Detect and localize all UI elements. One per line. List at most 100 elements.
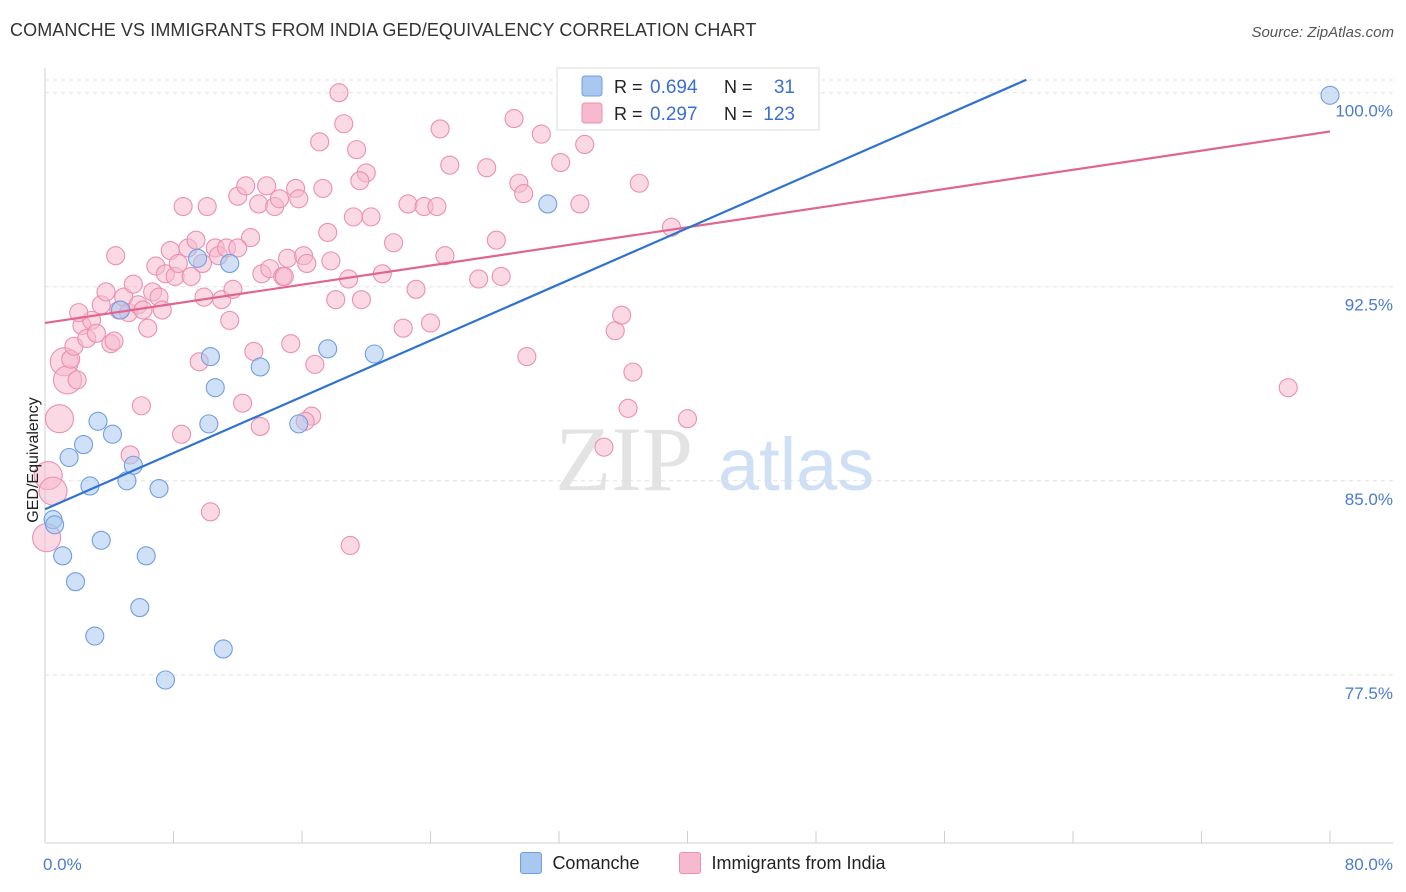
point-india (514, 184, 534, 204)
point-comanche (289, 414, 309, 434)
point-india (504, 109, 524, 129)
point-comanche (200, 347, 220, 367)
point-india (305, 354, 325, 374)
point-india (321, 251, 341, 271)
legend-n-label-india: N = (724, 104, 753, 124)
point-india (173, 196, 193, 217)
point-india (249, 194, 269, 214)
point-india (197, 196, 217, 217)
points-layer (32, 83, 1340, 690)
trendline-comanche (44, 78, 1027, 511)
point-comanche (88, 411, 108, 431)
point-india (623, 362, 643, 382)
point-india (440, 155, 460, 175)
point-india (575, 134, 595, 154)
point-india (329, 83, 349, 103)
point-india (594, 437, 614, 457)
axis-layer: 77.5% 85.0% 92.5% 100.0% (44, 68, 1393, 844)
x-tick-label-max: 80.0% (1345, 855, 1393, 874)
point-india (570, 194, 590, 214)
series-legend-label-comanche: Comanche (552, 852, 640, 873)
point-india (297, 253, 317, 274)
legend-r-label-comanche: R = (614, 77, 643, 97)
point-india (281, 334, 301, 354)
point-comanche (155, 670, 176, 690)
point-india (340, 535, 360, 556)
point-india (186, 230, 206, 250)
point-india (168, 253, 188, 274)
point-india (347, 140, 367, 160)
point-india (677, 409, 698, 429)
point-india (250, 416, 270, 437)
point-india (435, 246, 455, 266)
point-comanche (250, 357, 270, 377)
point-india (393, 318, 413, 338)
point-india (517, 347, 537, 367)
point-india (310, 132, 330, 152)
legend-r-label-india: R = (614, 104, 643, 124)
point-india (44, 404, 75, 434)
point-comanche (1320, 85, 1340, 105)
point-comanche (188, 248, 208, 268)
point-comanche (53, 546, 73, 566)
grid-layer (45, 79, 1393, 676)
legend-n-value-comanche: 31 (774, 77, 795, 98)
series-legend-swatch-india (679, 852, 702, 874)
point-comanche (91, 530, 111, 550)
point-india (171, 424, 192, 444)
point-india (361, 207, 381, 227)
point-india (236, 176, 256, 196)
point-india (1278, 378, 1298, 398)
point-india (123, 274, 143, 294)
point-comanche (220, 253, 240, 274)
legend-swatch-comanche (581, 75, 603, 97)
point-india (86, 323, 106, 343)
point-comanche (199, 414, 219, 434)
point-india (469, 269, 489, 289)
point-india (350, 171, 370, 191)
legend-r-value-india: 0.297 (650, 104, 698, 125)
point-india (241, 228, 261, 248)
point-india (406, 279, 426, 299)
point-comanche (45, 515, 65, 535)
point-india (131, 396, 151, 416)
y-tick-label: 92.5% (1345, 296, 1393, 315)
series-legend-label-india: Immigrants from India (711, 852, 886, 873)
series-legend: Comanche Immigrants from India (0, 852, 1406, 874)
point-comanche (538, 194, 558, 214)
point-india (200, 502, 220, 522)
point-india (228, 238, 248, 258)
chart-title: COMANCHE VS IMMIGRANTS FROM INDIA GED/EQ… (10, 20, 757, 40)
point-india (491, 266, 511, 286)
point-india (398, 194, 418, 214)
point-comanche (85, 626, 105, 646)
y-tick-label: 77.5% (1345, 684, 1393, 703)
point-india (289, 189, 309, 209)
point-india (618, 398, 638, 418)
point-comanche (364, 344, 384, 364)
y-tick-label: 100.0% (1335, 102, 1393, 121)
point-india (269, 189, 290, 209)
series-legend-swatch-comanche (520, 852, 543, 874)
point-india (486, 230, 506, 250)
point-comanche (136, 546, 156, 566)
source-label: Source: ZipAtlas.com (1251, 24, 1394, 41)
legend-n-label-comanche: N = (724, 77, 753, 97)
point-india (96, 282, 116, 302)
point-comanche (130, 598, 150, 618)
point-india (106, 246, 126, 266)
y-axis-label: GED/Equivalency (25, 397, 42, 522)
point-india (318, 222, 338, 242)
point-india (629, 173, 649, 193)
legend-swatch-india (581, 102, 603, 124)
point-india (313, 178, 333, 198)
point-india (420, 313, 441, 333)
point-comanche (74, 435, 94, 455)
point-india (181, 266, 201, 286)
point-comanche (318, 339, 338, 359)
point-india (233, 393, 253, 413)
point-comanche (213, 639, 233, 659)
watermark-zip: ZIP (555, 408, 693, 510)
point-india (427, 196, 447, 217)
